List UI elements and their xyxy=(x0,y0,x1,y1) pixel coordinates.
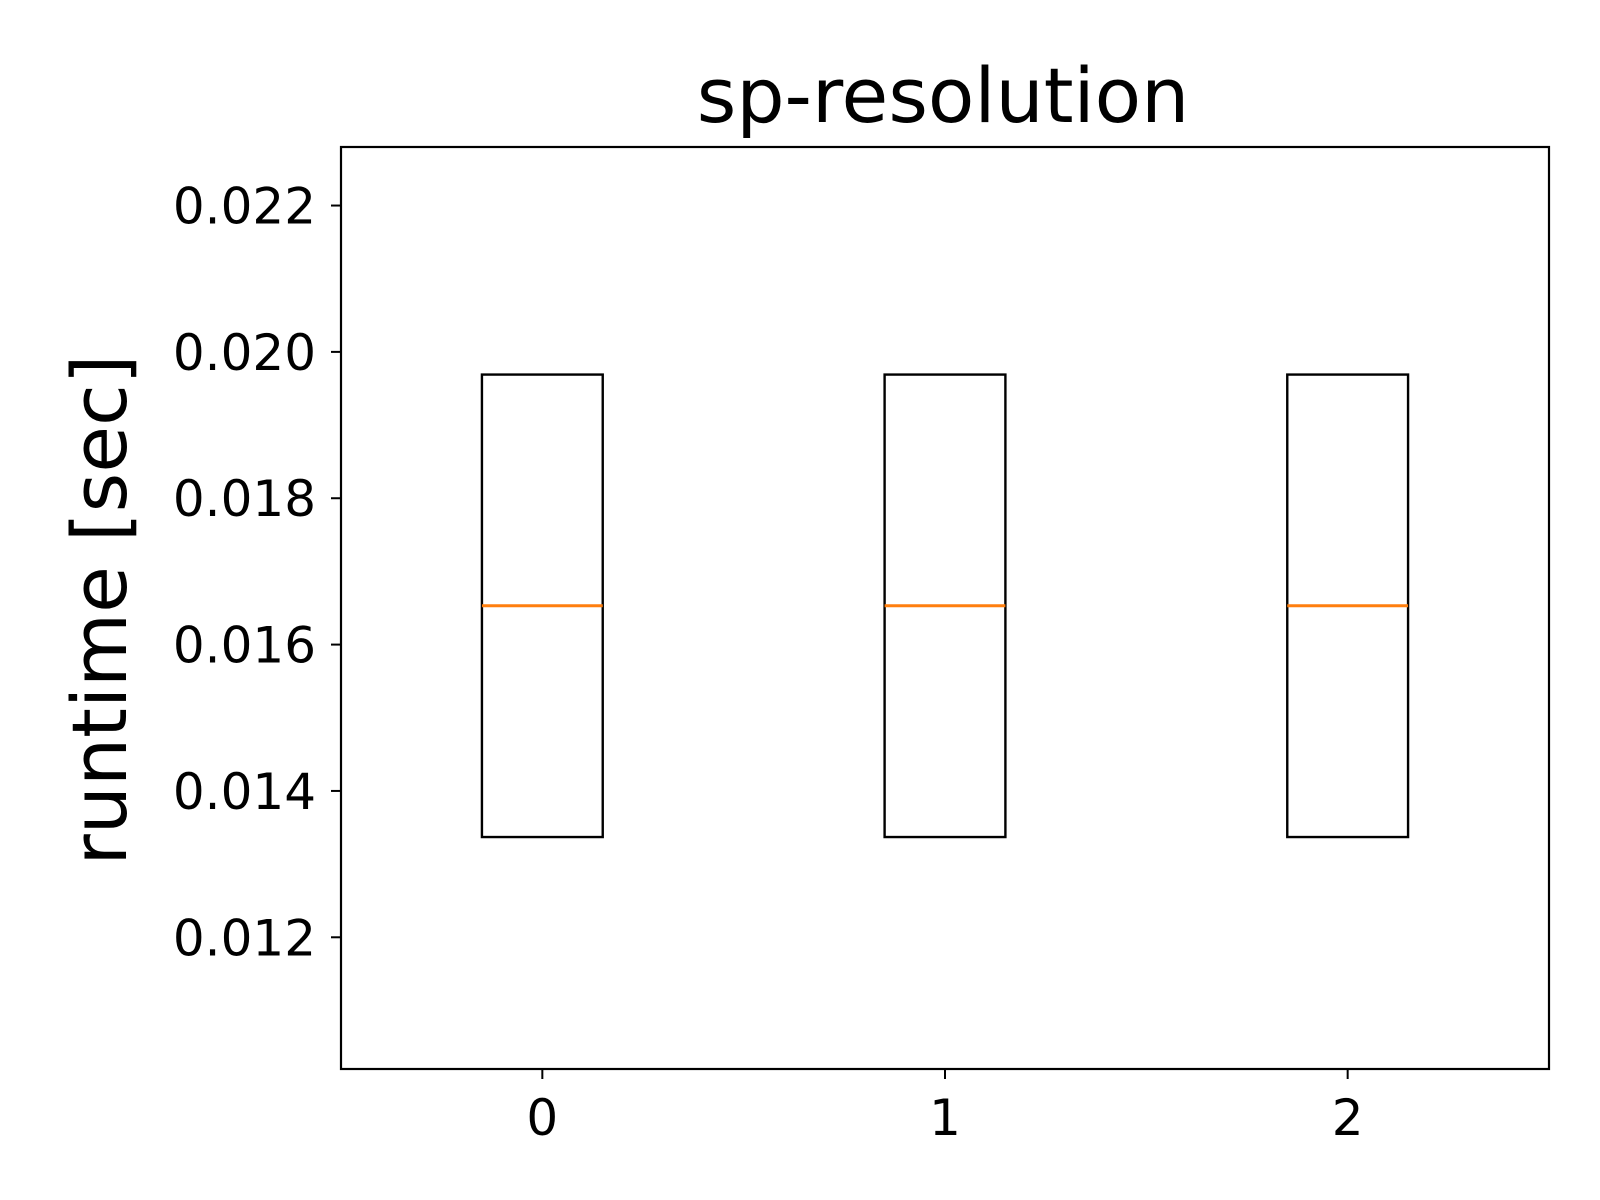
plot-area-frame xyxy=(339,145,1551,1071)
y-axis-label: runtime [sec] xyxy=(55,355,144,866)
x-axis: 0 1 2 xyxy=(526,1069,1364,1147)
y-tick-label: 0.014 xyxy=(173,763,316,821)
y-tick-label: 0.012 xyxy=(173,909,316,967)
y-tick-label: 0.022 xyxy=(173,178,316,236)
x-tick-label: 1 xyxy=(929,1089,961,1147)
y-tick-label: 0.018 xyxy=(173,470,316,528)
y-tick-label: 0.016 xyxy=(173,617,316,675)
x-tick-label: 0 xyxy=(526,1089,558,1147)
y-axis: 0.012 0.014 0.016 0.018 0.020 0.022 xyxy=(173,178,341,967)
box-series xyxy=(480,373,1410,839)
chart-title: sp-resolution xyxy=(697,51,1190,140)
x-tick-label: 2 xyxy=(1332,1089,1364,1147)
y-tick-label: 0.020 xyxy=(173,324,316,382)
